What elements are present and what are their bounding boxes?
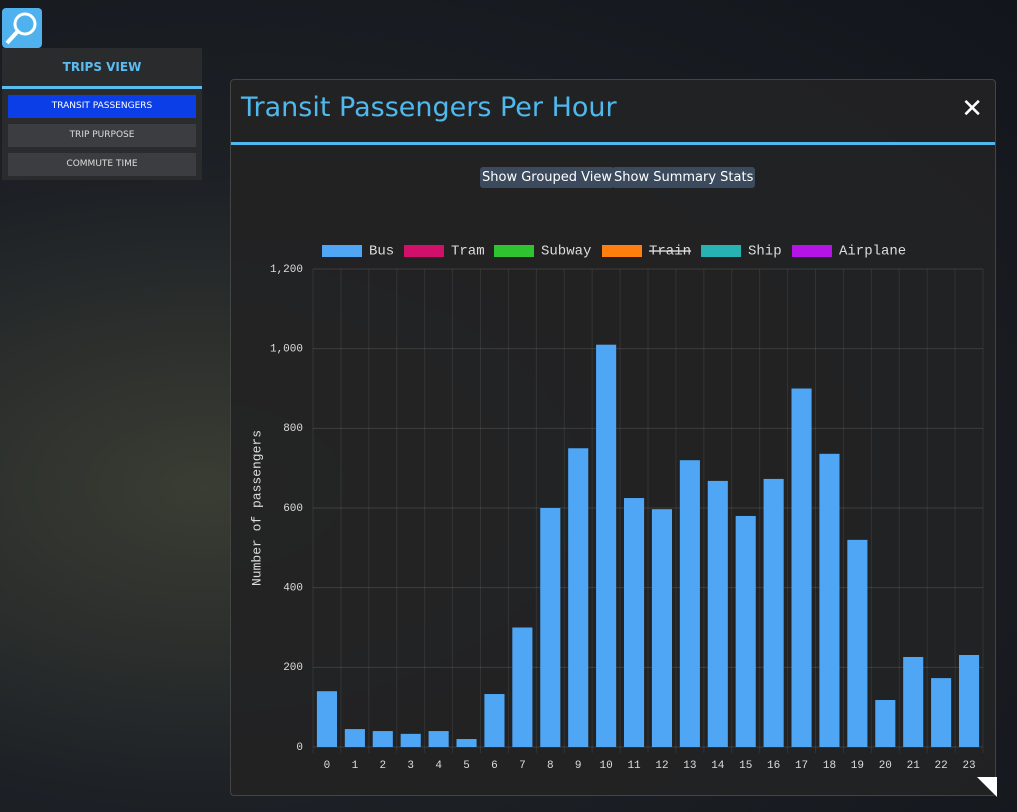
bar — [512, 627, 533, 747]
dialog-title: Transit Passengers Per Hour — [241, 92, 617, 123]
bar — [484, 694, 505, 747]
x-tick-label: 21 — [907, 760, 921, 772]
x-tick-label: 5 — [463, 760, 470, 772]
legend-label[interactable]: Tram — [451, 244, 485, 260]
x-tick-label: 9 — [575, 760, 582, 772]
bar — [623, 498, 645, 747]
legend-swatch — [701, 245, 741, 257]
sidebar-button[interactable]: TRIP PURPOSE — [8, 124, 196, 147]
sidebar-button[interactable]: COMMUTE TIME — [8, 153, 196, 176]
bar — [679, 460, 700, 747]
legend-swatch — [494, 245, 534, 257]
bar — [819, 453, 840, 747]
bar — [875, 699, 896, 747]
bar — [596, 344, 617, 747]
y-tick-label: 400 — [283, 583, 303, 595]
sidebar-title: TRIPS VIEW — [2, 48, 202, 89]
dialog: Transit Passengers Per Hour ✕ Show Group… — [230, 79, 997, 797]
bar — [372, 731, 393, 747]
x-tick-label: 16 — [767, 760, 780, 772]
sidebar: TRIPS VIEW TRANSIT PASSENGERS TRIP PURPO… — [2, 48, 202, 180]
x-tick-label: 7 — [519, 760, 526, 772]
grouped-view-button[interactable]: Show Grouped View — [480, 167, 615, 188]
bar — [958, 654, 980, 747]
x-tick-label: 12 — [655, 760, 668, 772]
legend-label[interactable]: Ship — [748, 244, 782, 260]
legend-label[interactable]: Bus — [369, 244, 394, 260]
chart: Number of passengers 02004006008001,0001… — [249, 244, 997, 797]
close-button[interactable]: ✕ — [961, 94, 983, 124]
x-tick-label: 13 — [683, 760, 696, 772]
x-tick-label: 0 — [324, 760, 331, 772]
x-tick-label: 3 — [407, 760, 414, 772]
bar — [540, 508, 561, 747]
x-tick-label: 6 — [491, 760, 498, 772]
bar — [316, 691, 338, 747]
magnifier — [5, 12, 37, 45]
bar — [707, 480, 728, 747]
search-icon[interactable] — [2, 8, 42, 48]
y-tick-label: 1,200 — [270, 264, 303, 276]
x-tick-label: 8 — [547, 760, 554, 772]
x-tick-label: 1 — [352, 760, 359, 772]
legend-label[interactable]: Train — [649, 244, 691, 260]
bar — [903, 656, 924, 747]
x-tick-label: 14 — [711, 760, 725, 772]
x-tick-label: 22 — [935, 760, 948, 772]
bar — [791, 388, 812, 747]
bar — [456, 739, 477, 747]
x-tick-label: 4 — [435, 760, 442, 772]
y-tick-label: 600 — [283, 503, 303, 515]
x-tick-label: 15 — [739, 760, 752, 772]
y-tick-label: 800 — [283, 423, 303, 435]
y-tick-label: 0 — [296, 742, 303, 754]
legend-label[interactable]: Subway — [541, 244, 591, 260]
legend-swatch — [404, 245, 444, 257]
x-tick-label: 2 — [379, 760, 386, 772]
resize-handle[interactable] — [977, 777, 997, 797]
y-tick-label: 200 — [283, 662, 303, 674]
x-tick-label: 10 — [600, 760, 613, 772]
x-tick-label: 18 — [823, 760, 836, 772]
legend-swatch — [322, 245, 362, 257]
bar — [847, 539, 868, 747]
x-tick-label: 19 — [851, 760, 864, 772]
x-tick-label: 17 — [795, 760, 808, 772]
x-tick-label: 11 — [627, 760, 641, 772]
bar — [428, 731, 449, 747]
bar — [735, 515, 756, 747]
summary-stats-button[interactable]: Show Summary Stats — [612, 167, 756, 188]
x-tick-label: 20 — [879, 760, 892, 772]
bar — [344, 729, 365, 747]
legend-swatch — [792, 245, 832, 257]
bar — [651, 509, 673, 747]
bar — [400, 733, 421, 747]
bar — [931, 678, 952, 747]
bar — [763, 478, 784, 747]
legend-swatch — [602, 245, 642, 257]
x-tick-label: 23 — [962, 760, 975, 772]
y-tick-label: 1,000 — [270, 344, 303, 356]
y-axis-label: Number of passengers — [249, 430, 264, 586]
bar — [568, 448, 589, 747]
title-rule — [231, 142, 995, 145]
legend-label[interactable]: Airplane — [839, 244, 906, 260]
sidebar-button[interactable]: TRANSIT PASSENGERS — [8, 95, 196, 118]
